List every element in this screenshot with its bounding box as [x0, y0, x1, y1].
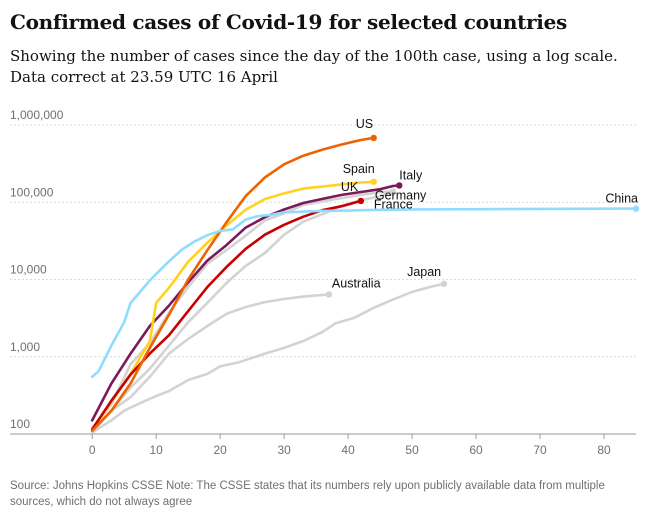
y-tick-label: 10,000 [10, 263, 47, 277]
gridlines [10, 124, 636, 439]
x-tick-label: 50 [405, 443, 419, 457]
chart-title: Confirmed cases of Covid-19 for selected… [10, 10, 567, 34]
x-tick-label: 60 [469, 443, 483, 457]
series-line-italy [90, 184, 401, 422]
series-line-spain [90, 180, 375, 431]
series-label-china: China [605, 192, 638, 206]
subtitle-line-2: Data correct at 23.59 UTC 16 April [10, 68, 278, 86]
series-label-france: France [374, 198, 413, 212]
y-tick-label: 1,000 [10, 340, 40, 354]
x-tick-label: 70 [533, 443, 547, 457]
series-line-us [90, 136, 375, 433]
y-tick-label: 100,000 [10, 185, 54, 199]
x-tick-label: 80 [597, 443, 611, 457]
series-label-germany: Germany [375, 188, 427, 202]
source-note: Source: Johns Hopkins CSSE Note: The CSS… [10, 480, 605, 508]
series-endpoint-italy [396, 182, 403, 189]
series-line-china [90, 207, 638, 379]
series-endpoint-us [370, 134, 377, 142]
series-lines [90, 134, 640, 434]
x-tick-label: 30 [277, 443, 291, 457]
series-line-japan [90, 282, 446, 434]
series-endpoint-germany [389, 188, 397, 195]
x-tick-label: 0 [89, 443, 96, 457]
series-endpoint-australia [325, 291, 333, 298]
line-chart: 100 1,000 10,000 100,000 1,000,000 0 10 20 30 40 5… [10, 108, 640, 457]
axis-ticks: 100 1,000 10,000 100,000 1,000,000 0 10 20 30 40 5… [10, 108, 611, 457]
series-endpoint-japan [440, 280, 448, 287]
y-tick-label: 1,000,000 [10, 108, 64, 122]
series-label-australia: Australia [332, 276, 381, 290]
series-label-italy: Italy [399, 168, 423, 182]
series-endpoint-uk [357, 197, 365, 205]
series-endpoint-spain [370, 178, 377, 185]
y-tick-label: 100 [10, 417, 30, 431]
series-label-uk: UK [341, 180, 359, 194]
series-line-germany [90, 190, 395, 430]
x-tick-label: 40 [341, 443, 355, 457]
series-label-us: US [356, 117, 373, 131]
series-label-japan: Japan [407, 265, 441, 279]
series-label-spain: Spain [343, 162, 375, 176]
x-tick-label: 20 [213, 443, 227, 457]
series-endpoint-china [632, 205, 640, 212]
series-line-australia [90, 293, 331, 434]
series-line-france [90, 191, 395, 433]
subtitle-line-1: Showing the number of cases since the da… [10, 47, 618, 65]
x-tick-label: 10 [149, 443, 163, 457]
chart-subtitle: Showing the number of cases since the da… [10, 46, 650, 88]
